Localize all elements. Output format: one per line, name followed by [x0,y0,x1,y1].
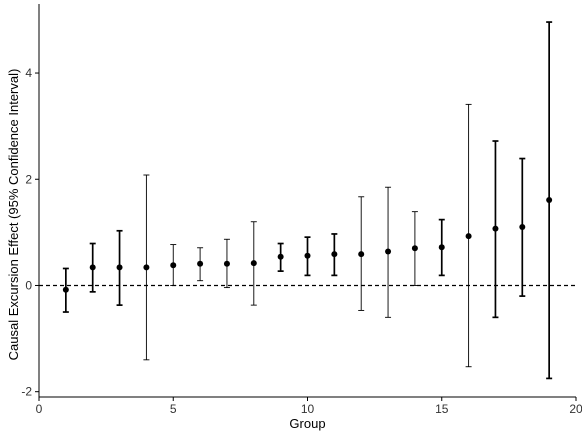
plot-area [39,21,576,380]
y-tick-label: 0 [25,278,32,292]
y-tick-label: 2 [25,172,32,186]
x-axis-title: Group [289,416,325,431]
data-point [277,253,284,260]
data-point [304,252,311,259]
y-axis-title: Causal Excursion Effect (95% Confidence … [6,69,21,361]
x-tick-label: 5 [170,402,177,416]
y-axis-ticks: -2 0 2 4 [21,66,39,399]
data-point [411,245,418,252]
data-point [89,264,96,271]
y-tick-label: -2 [21,385,32,399]
data-point [197,260,204,267]
data-point [62,286,69,293]
y-tick-label: 4 [25,66,32,80]
data-point [170,262,177,269]
data-point [143,264,150,271]
data-point [358,251,365,258]
data-point [331,251,338,258]
x-tick-label: 20 [569,402,582,416]
data-point [438,244,445,251]
x-tick-label: 10 [301,402,315,416]
data-point [116,264,123,271]
data-point [492,225,499,232]
data-point [546,196,553,203]
x-tick-label: 15 [435,402,449,416]
data-point [519,224,526,231]
data-point [250,260,257,267]
data-point [465,233,472,240]
x-axis-ticks: 0 5 10 15 20 [36,397,582,416]
data-point [223,260,230,267]
x-tick-label: 0 [36,402,43,416]
data-point [385,248,392,255]
